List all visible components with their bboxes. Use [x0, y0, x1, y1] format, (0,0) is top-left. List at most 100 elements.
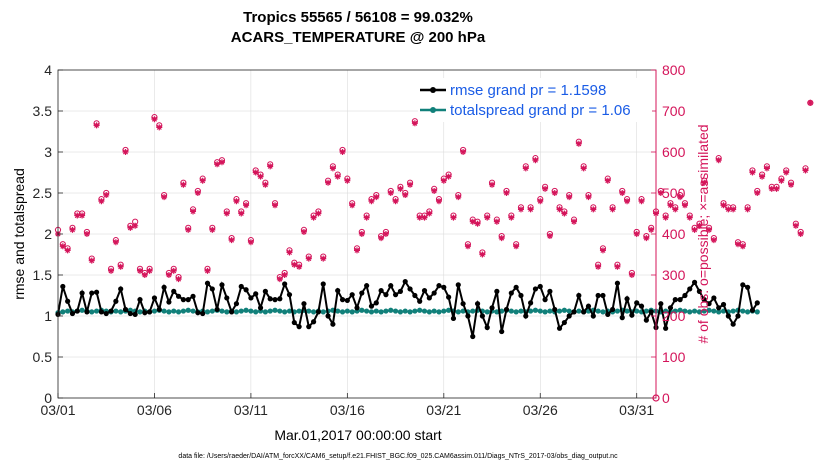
obs-assimilated-marker [624, 198, 631, 205]
rmse-point [725, 313, 731, 319]
rmse-point [407, 286, 413, 292]
rmse-point [436, 283, 442, 289]
obs-assimilated-marker [281, 272, 288, 278]
rmse-point [378, 287, 384, 294]
rmse-point [614, 280, 621, 286]
totalspread-point [233, 309, 240, 315]
rmse-point [571, 309, 577, 315]
totalspread-point [238, 308, 244, 314]
obs-assimilated-marker [214, 161, 221, 168]
obs-assimilated-marker [455, 194, 462, 201]
rmse-point [489, 305, 495, 311]
obs-assimilated-marker [291, 261, 298, 268]
obs-assimilated-marker [469, 218, 476, 225]
rmse-point [310, 319, 317, 325]
obs-assimilated-marker [773, 185, 780, 192]
obs-assimilated-marker [382, 231, 389, 237]
obs-assimilated-marker [300, 228, 307, 235]
totalspread-point [508, 308, 514, 314]
axes: 0 0.5 1 1.5 2 2.5 3 3.5 4 0 100 200 300 400 500 600 700 8… [33, 62, 686, 418]
rmse-point [339, 297, 346, 303]
obs-assimilated-marker [79, 212, 86, 219]
rmse-point [233, 301, 240, 307]
obs-assimilated-marker [368, 198, 375, 205]
obs-assimilated-marker [595, 263, 602, 270]
rmse-point [730, 321, 736, 327]
totalspread-point [745, 309, 751, 315]
rmse-point [267, 296, 273, 302]
obs-assimilated-marker [537, 198, 544, 205]
obs-assimilated-marker [498, 235, 505, 242]
x-tick-label: 03/31 [619, 402, 654, 418]
totalspread-point [368, 309, 375, 315]
rmse-point [118, 286, 124, 292]
rmse-point [330, 321, 336, 327]
totalspread-point [204, 309, 211, 315]
obs-assimilated-marker [233, 198, 240, 205]
totalspread-point [576, 308, 582, 314]
obs-assimilated-marker [614, 263, 621, 270]
rmse-point [479, 313, 485, 319]
totalspread-point [537, 308, 543, 314]
obs-assimilated-marker [744, 206, 751, 213]
obs-assimilated-marker [546, 233, 553, 240]
obs-assimilated-marker [759, 173, 766, 180]
rmse-point [137, 297, 143, 303]
totalspread-point [272, 307, 278, 313]
obs-assimilated-marker [151, 116, 158, 123]
rmse-point [629, 312, 635, 318]
totalspread-point [528, 308, 534, 314]
rmse-point [643, 317, 649, 323]
rmse-point [735, 313, 741, 319]
rmse-point [89, 290, 95, 296]
totalspread-point [243, 307, 249, 313]
legend-box [418, 78, 652, 122]
obs-assimilated-marker [426, 210, 433, 217]
obs-assimilated-marker [88, 257, 95, 264]
rmse-point [552, 306, 558, 313]
obs-assimilated-marker [749, 169, 756, 176]
obs-assimilated-marker [686, 214, 693, 221]
totalspread-point [392, 308, 399, 314]
obs-assimilated-marker [64, 247, 71, 254]
totalspread-point [166, 309, 172, 315]
rmse-point [513, 284, 519, 290]
totalspread-point [113, 308, 119, 314]
totalspread-point [614, 308, 621, 314]
obs-assimilated-marker [489, 181, 496, 188]
rmse-point [272, 297, 278, 303]
obs-assimilated-marker [127, 224, 134, 231]
totalspread-point [185, 307, 191, 313]
totalspread-point [286, 308, 293, 314]
obs-assimilated-marker [305, 255, 312, 262]
rmse-point [706, 301, 712, 307]
rmse-point [528, 300, 534, 306]
totalspread-point [595, 308, 601, 314]
totalspread-point [677, 307, 683, 313]
rmse-point [749, 307, 756, 313]
obs-assimilated-marker [754, 190, 761, 196]
y-tick-label-left: 3 [44, 144, 52, 160]
obs-assimilated-marker [556, 206, 563, 213]
rmse-point [175, 293, 182, 299]
obs-assimilated-marker [797, 231, 804, 237]
rmse-point [282, 281, 288, 287]
obs-assimilated-marker [407, 181, 414, 188]
obs-assimilated-marker [276, 276, 283, 283]
rmse-point [368, 303, 375, 309]
obs-assimilated-marker [257, 173, 264, 180]
rmse-point [60, 283, 66, 290]
rmse-point [359, 290, 365, 296]
rmse-point [677, 297, 683, 303]
obs-assimilated-marker [397, 185, 404, 192]
rmse-point [364, 283, 370, 289]
obs-assimilated-marker [778, 177, 785, 184]
obs-assimilated-marker [638, 198, 645, 205]
y-tick-label-right: 300 [662, 267, 686, 283]
rmse-point [576, 292, 582, 299]
obs-assimilated-marker [320, 255, 327, 262]
rmse-point [716, 305, 722, 311]
rmse-point [711, 295, 717, 301]
rmse-point [499, 328, 505, 335]
